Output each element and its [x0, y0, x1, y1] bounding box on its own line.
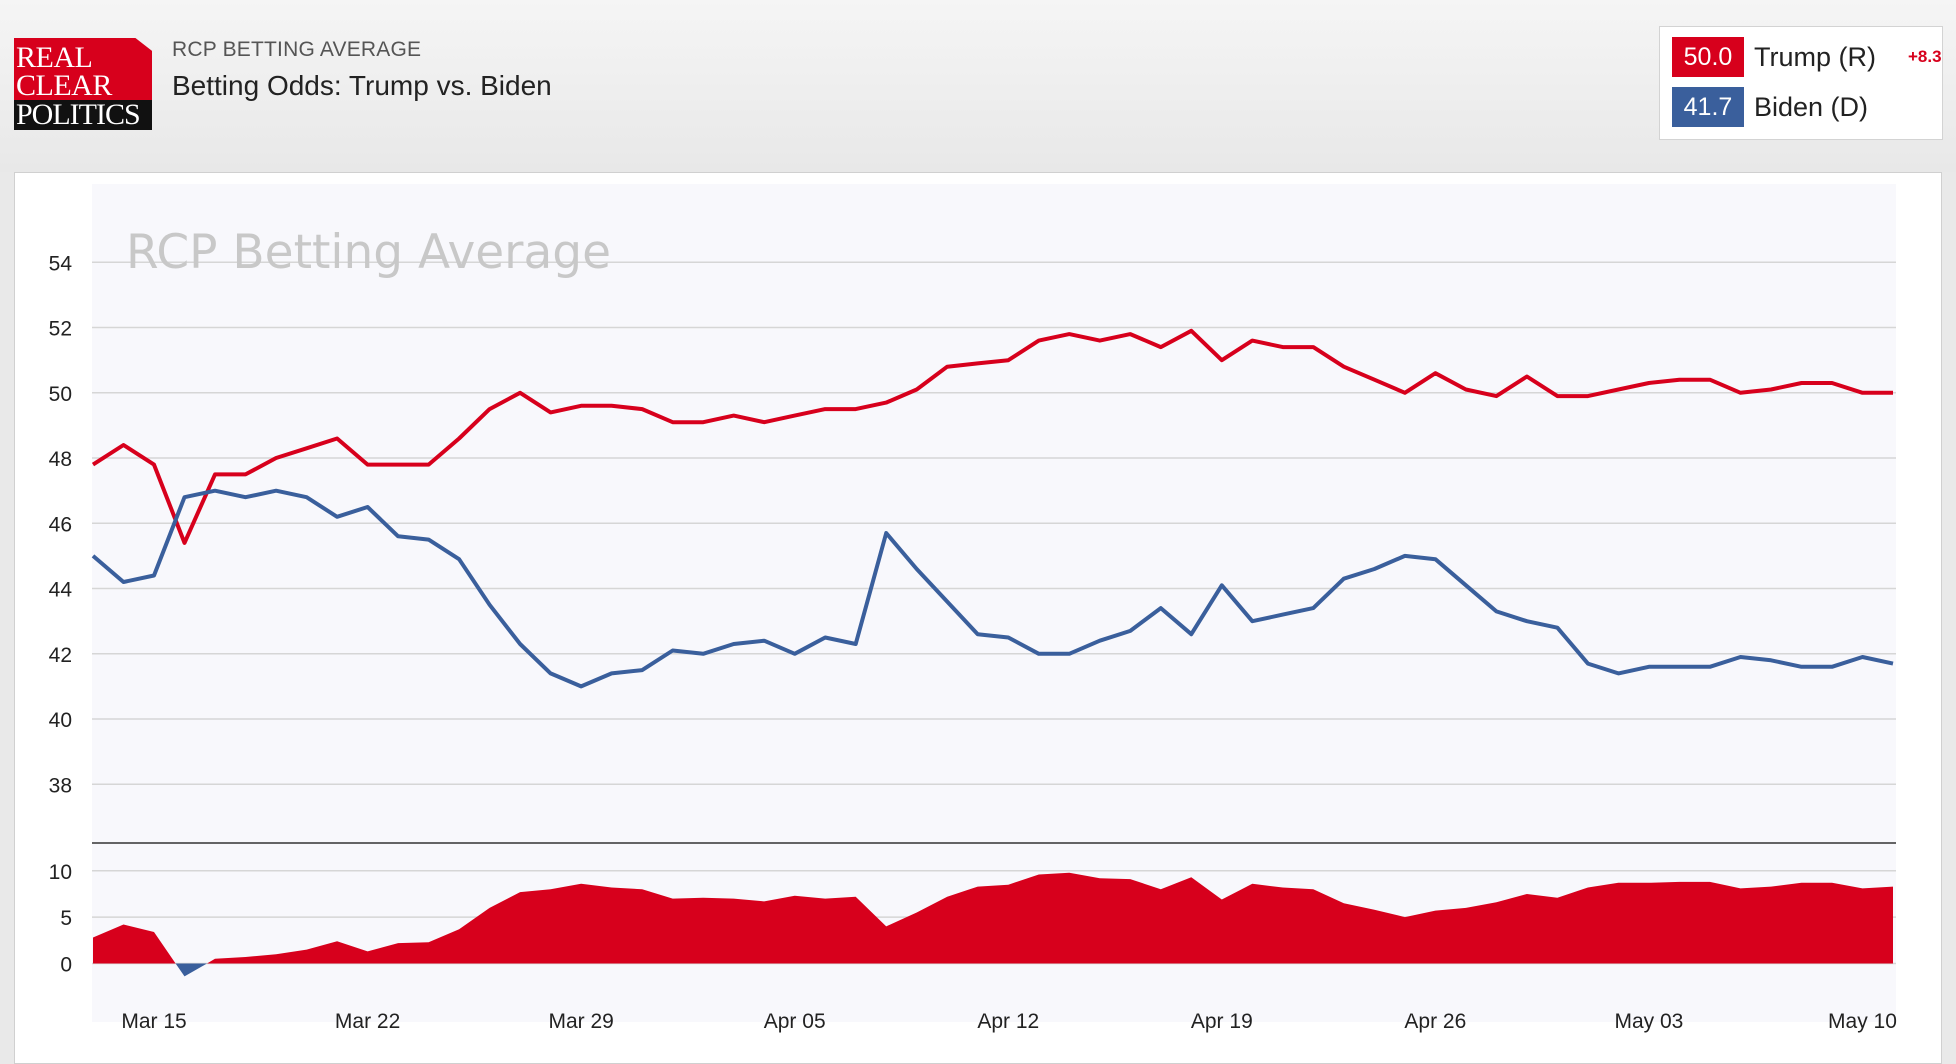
chart-kicker: RCP BETTING AVERAGE: [172, 38, 422, 61]
chart-watermark-title: RCP Betting Average: [126, 225, 611, 280]
x-tick-label: Apr 26: [1404, 1010, 1466, 1033]
rcp-logo[interactable]: REAL CLEAR POLITICS: [14, 38, 152, 130]
page-header: REAL CLEAR POLITICS RCP BETTING AVERAGE …: [0, 0, 1956, 172]
y-tick-label: 48: [49, 448, 72, 471]
logo-line-3: POLITICS: [14, 100, 152, 130]
logo-line-1: REAL: [16, 41, 93, 74]
series-line-trump: [91, 328, 1893, 545]
x-tick-label: Mar 29: [548, 1010, 613, 1033]
x-tick-label: Apr 05: [764, 1010, 826, 1033]
x-tick-label: Apr 19: [1191, 1010, 1253, 1033]
legend-item-biden[interactable]: 41.7 Biden (D): [1672, 87, 1942, 127]
y-tick-label: 46: [49, 513, 72, 536]
x-tick-label: Mar 22: [335, 1010, 400, 1033]
plot-background: [92, 184, 1896, 1022]
series-line-biden: [91, 488, 1894, 689]
logo-line-2: CLEAR: [16, 69, 112, 102]
legend-value-biden: 41.7: [1672, 87, 1744, 127]
spread-y-tick-label: 10: [49, 861, 72, 884]
y-tick-label: 40: [49, 709, 72, 732]
series-lines: [91, 328, 1894, 689]
spread-area: [93, 872, 1893, 977]
legend-name-biden: Biden (D): [1754, 92, 1869, 122]
spread-y-tick-label: 0: [60, 953, 72, 976]
axis-labels: 38 40 42 44 46 48 50 52 54 0 5 10 Mar 15 Mar 22 Mar 29…: [49, 252, 1897, 1033]
spread-area-positive: [93, 872, 1893, 964]
chart-title: Betting Odds: Trump vs. Biden: [172, 70, 552, 101]
y-tick-label: 44: [49, 579, 73, 602]
legend-value-trump: 50.0: [1672, 37, 1744, 77]
x-tick-label: May 03: [1614, 1010, 1683, 1033]
legend-name-trump: Trump (R): [1754, 42, 1876, 72]
legend-spread: +8.3: [1908, 47, 1942, 66]
legend-item-trump[interactable]: 50.0 Trump (R) +8.3: [1672, 37, 1942, 77]
spread-y-tick-label: 5: [60, 907, 72, 930]
y-tick-label: 52: [49, 318, 72, 341]
y-tick-label: 42: [49, 644, 72, 667]
y-tick-label: 50: [49, 383, 72, 406]
y-tick-label: 54: [49, 252, 73, 275]
x-tick-label: May 10: [1828, 1010, 1897, 1033]
x-tick-label: Apr 12: [977, 1010, 1039, 1033]
y-tick-label: 38: [49, 774, 72, 797]
legend-box: 50.0 Trump (R) +8.3 41.7 Biden (D): [1659, 26, 1943, 140]
x-tick-label: Mar 15: [121, 1010, 186, 1033]
